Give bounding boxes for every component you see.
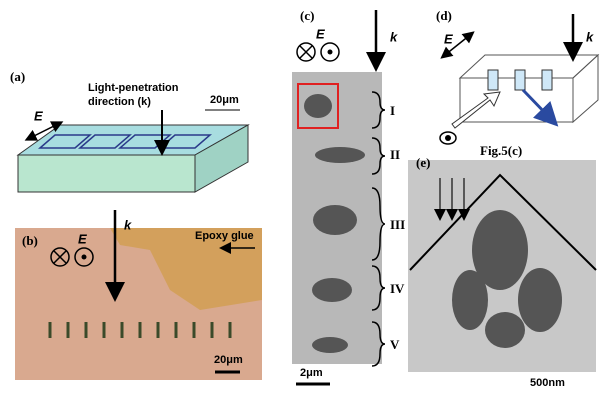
caption: Light-penetration [88,82,179,94]
region-label: II [390,147,400,162]
panel-e: (e) 500nm [408,155,596,389]
panel-label: (a) [10,69,25,84]
region-label: III [390,217,405,232]
figure-ref: Fig.5(c) [480,143,522,158]
note: Epoxy glue [195,230,254,242]
panel-a: (a) E Light-penetration direction (k) 20… [10,69,248,192]
region-label: I [390,103,395,118]
scale-label: 2μm [300,367,323,379]
panel-b: (b) E k Epoxy glue 20μm [15,210,262,380]
wave-label: k [124,217,132,232]
field-label: E [316,26,325,41]
wave-label: k [586,29,594,44]
field-label: E [444,31,453,46]
scale-label: 500nm [530,377,565,389]
panel-d: (d) E k Fig.5(c) [436,8,598,158]
field-label: E [34,108,43,123]
panel-label: (c) [300,8,314,23]
region-label: V [390,337,400,352]
figure: (a) E Light-penetration direction (k) 20… [0,0,601,394]
caption: direction (k) [88,96,151,108]
scale-label: 20μm [210,94,239,106]
field-label: E [78,231,87,246]
panel-label: (d) [436,8,452,23]
wave-label: k [390,29,398,44]
panel-c: (c) E k I II III IV V 2μm [292,8,405,384]
panel-label: (b) [22,233,38,248]
scale-label: 20μm [214,354,243,366]
panel-label: (e) [416,155,430,170]
region-label: IV [390,281,405,296]
